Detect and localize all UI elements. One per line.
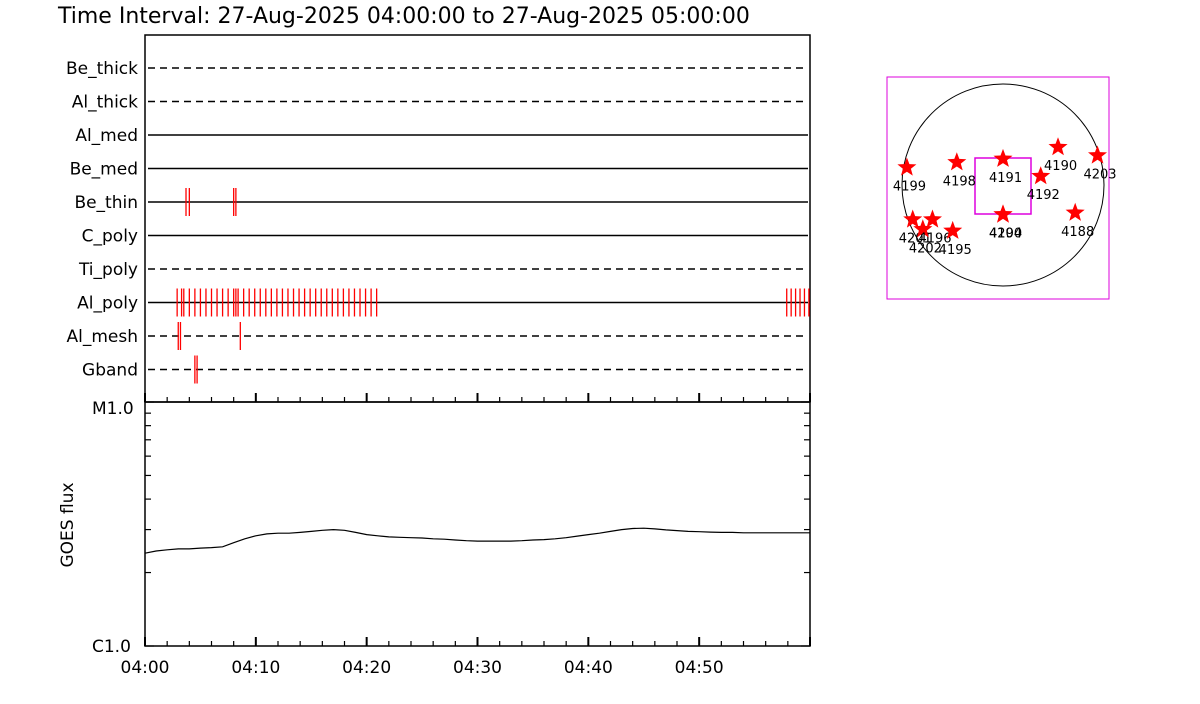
region-label-4198: 4198 <box>943 174 976 189</box>
x-tick-label: 04:20 <box>342 658 391 678</box>
goes-frame <box>144 401 811 647</box>
filter-label-al_med: Al_med <box>75 126 138 146</box>
region-label-4190: 4190 <box>1044 159 1077 174</box>
filter-label-be_thin: Be_thin <box>74 193 138 213</box>
region-star-4199 <box>897 157 917 176</box>
region-label-4192: 4192 <box>1027 188 1060 203</box>
x-tick-label: 04:10 <box>231 658 280 678</box>
timeline-frame <box>144 34 811 403</box>
y-tick-label-bottom: C1.0 <box>92 637 131 657</box>
region-label-4203: 4203 <box>1083 167 1116 182</box>
region-label-4194: 4194 <box>989 227 1022 242</box>
region-star-4198 <box>947 152 967 171</box>
y-axis-label: GOES flux <box>58 482 78 567</box>
filter-label-c_poly: C_poly <box>82 227 138 247</box>
filter-label-al_mesh: Al_mesh <box>66 327 138 347</box>
map-frame <box>886 76 1110 300</box>
chart-title: Time Interval: 27-Aug-2025 04:00:00 to 2… <box>57 4 750 29</box>
region-star-4203 <box>1088 145 1107 164</box>
filter-label-al_poly: Al_poly <box>77 294 138 314</box>
region-label-4195: 4195 <box>939 243 972 258</box>
region-label-4188: 4188 <box>1061 225 1094 240</box>
x-tick-label: 04:30 <box>453 658 502 678</box>
x-tick-label: 04:40 <box>564 658 613 678</box>
region-star-4200 <box>993 204 1013 223</box>
region-label-4201: 4201 <box>899 232 932 247</box>
region-label-4196: 4196 <box>918 232 951 247</box>
region-star-4188 <box>1065 202 1085 221</box>
x-tick-label: 04:00 <box>121 658 170 678</box>
region-star-4201 <box>903 209 923 228</box>
region-star-4192 <box>1031 166 1051 185</box>
region-label-4202: 4202 <box>909 241 942 256</box>
region-label-4191: 4191 <box>989 171 1022 186</box>
region-star-4202 <box>913 219 933 238</box>
region-star-4195 <box>943 220 963 239</box>
filter-label-gband: Gband <box>82 361 138 381</box>
solar-limb <box>901 83 1105 287</box>
region-star-4190 <box>1048 137 1068 156</box>
goes-flux-line <box>144 527 810 554</box>
region-label-4199: 4199 <box>893 179 926 194</box>
filter-label-al_thick: Al_thick <box>72 93 138 113</box>
x-tick-label: 04:50 <box>675 658 724 678</box>
filter-label-be_med: Be_med <box>70 160 138 180</box>
filter-label-be_thick: Be_thick <box>66 59 138 79</box>
region-star-4191 <box>993 148 1013 167</box>
filter-label-ti_poly: Ti_poly <box>78 260 138 280</box>
region-label-4200: 4200 <box>989 227 1022 242</box>
region-star-4196 <box>923 209 942 228</box>
y-tick-label-top: M1.0 <box>92 399 134 419</box>
goes-flux-panel: M1.0 C1.0 GOES flux 04:00 04:10 04:20 04:30… <box>58 399 811 678</box>
filter-timeline-panel: Be_thick Al_thick Al_med Be_med Be_thin C_pol… <box>66 34 811 403</box>
